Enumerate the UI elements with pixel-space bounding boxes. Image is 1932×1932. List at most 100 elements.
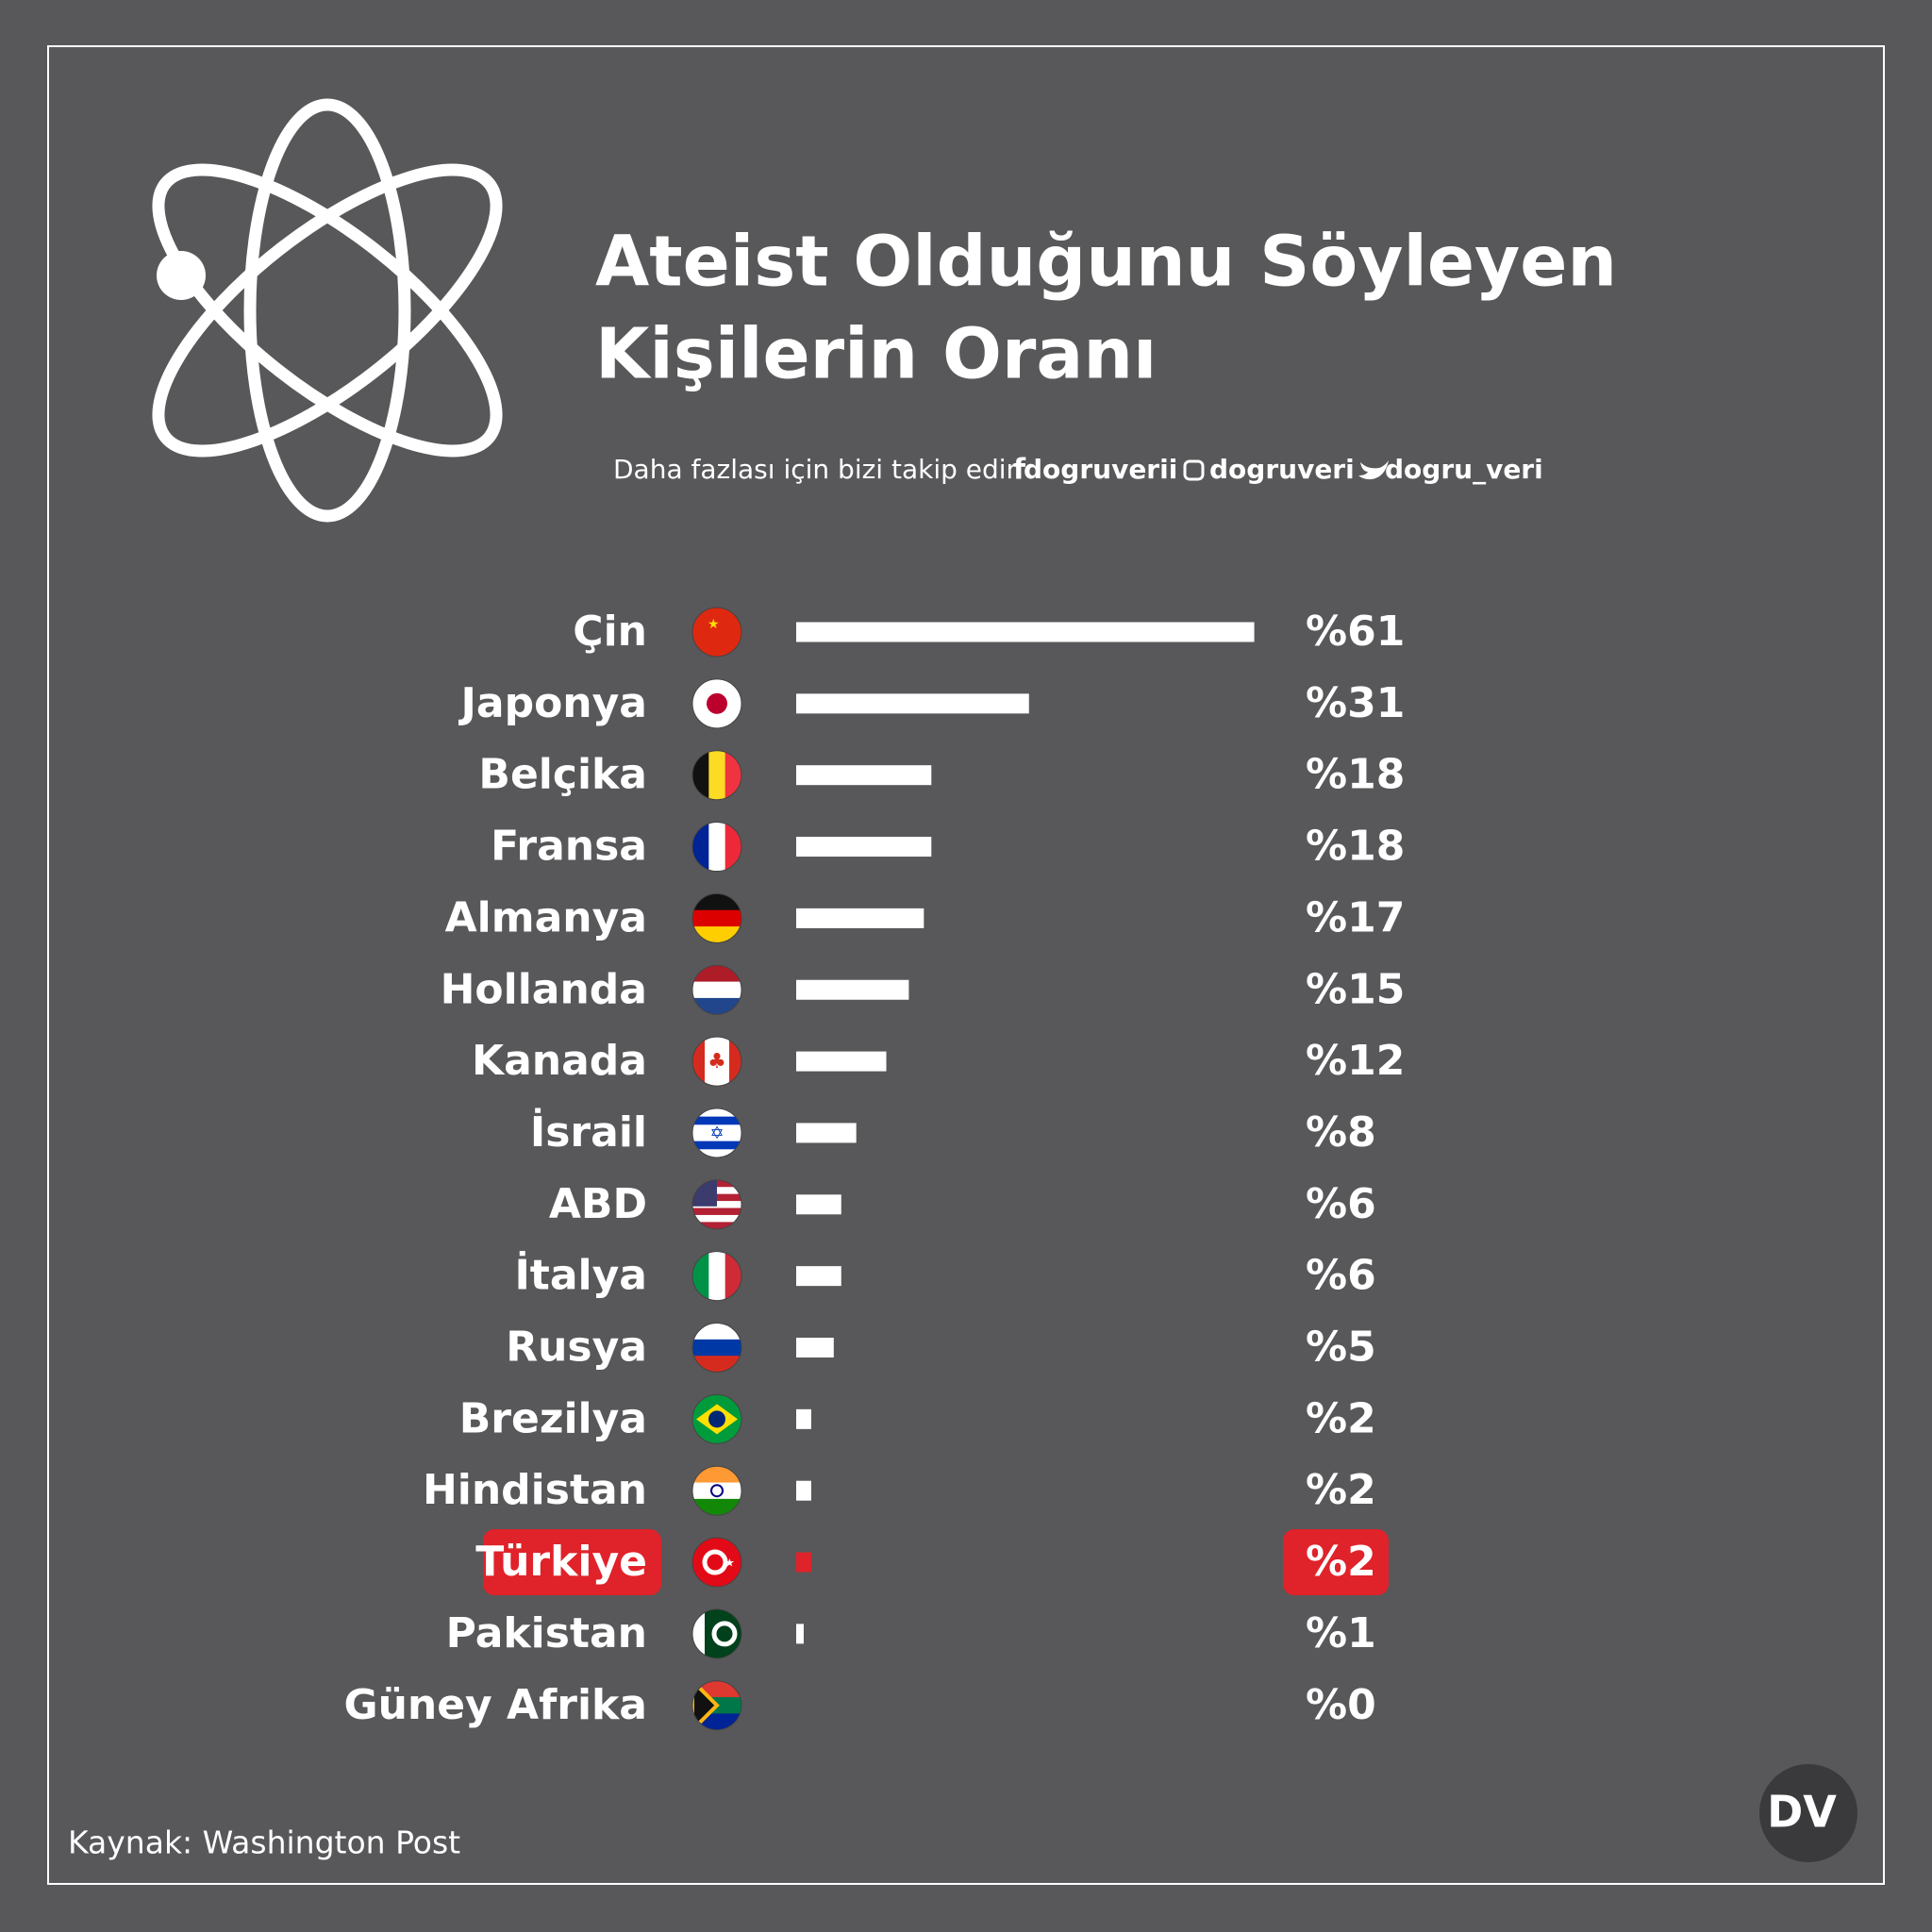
- bar: [796, 1408, 811, 1429]
- category-label: Belçika: [478, 751, 647, 799]
- flag-outline: [691, 607, 742, 658]
- social-handle: dogruveri: [1209, 454, 1355, 485]
- flag-outline: [691, 750, 742, 801]
- flag-stripe: [708, 750, 726, 800]
- flag-stripe: [705, 1608, 718, 1658]
- category-label: Çin: [573, 608, 647, 656]
- logo: DV: [1767, 1787, 1837, 1838]
- flag-outline: [691, 1323, 742, 1373]
- chart-title: Kişilerin Oranı: [595, 314, 1157, 395]
- category-label: Hindistan: [423, 1466, 647, 1514]
- value-label: %17: [1306, 893, 1405, 941]
- flag-stripe: [692, 1208, 741, 1216]
- category-label: ABD: [549, 1180, 647, 1228]
- flag-stripe: [692, 1132, 741, 1142]
- value-label: %0: [1306, 1681, 1376, 1729]
- bar: [796, 1266, 841, 1287]
- bar: [796, 622, 1255, 642]
- flag-outline: [691, 1608, 742, 1659]
- bar: [796, 1338, 834, 1357]
- flag-detail: [710, 1484, 724, 1498]
- value-label: %12: [1306, 1037, 1405, 1085]
- value-label: %18: [1306, 823, 1405, 871]
- flag-stripe: [692, 1108, 741, 1118]
- flag-stripe: [692, 926, 741, 943]
- flag-stripe: [692, 981, 741, 999]
- flag-stripe: [692, 1124, 741, 1134]
- flag-stripe: [692, 909, 741, 927]
- social-handle: dogruverii: [1024, 454, 1177, 485]
- category-label: Brezilya: [459, 1394, 647, 1442]
- bar: [796, 765, 932, 786]
- flag-detail: [692, 1680, 720, 1730]
- flag-stripe: [692, 1141, 741, 1150]
- social-facebook: f: [1013, 454, 1026, 487]
- flag-stripe: [692, 1538, 741, 1588]
- category-label: Kanada: [472, 1037, 647, 1085]
- source: Kaynak: Washington Post: [68, 1824, 460, 1861]
- flag-stripe: [717, 1037, 730, 1087]
- value-label: %61: [1306, 608, 1405, 656]
- flag: [692, 965, 741, 1015]
- atom-icon: [152, 98, 503, 523]
- flag-outline: [691, 1179, 742, 1230]
- bar: [796, 1624, 804, 1644]
- flag-detail: [707, 692, 727, 714]
- value-label: %2: [1306, 1466, 1376, 1514]
- flag-outline: [691, 1251, 742, 1302]
- value-label: %6: [1306, 1252, 1376, 1300]
- bar: [796, 837, 932, 858]
- flag-outline: [691, 892, 742, 943]
- flag-stripe: [692, 1251, 709, 1301]
- flag-detail: [702, 1549, 728, 1575]
- value-label: %15: [1306, 965, 1405, 1013]
- flag-stripe: [692, 1116, 741, 1125]
- frame: [47, 45, 1885, 1885]
- bar: [796, 979, 909, 1000]
- flag-stripe: [724, 750, 741, 800]
- bar: [796, 1051, 887, 1072]
- flag-stripe: [692, 1323, 741, 1341]
- flag-stripe: [692, 1498, 741, 1516]
- flag: [692, 1466, 741, 1516]
- bar: [796, 1194, 841, 1215]
- value-label: %8: [1306, 1108, 1376, 1157]
- bar: [796, 1123, 857, 1143]
- value-label: %5: [1306, 1324, 1376, 1372]
- social-handle: dogru_veri: [1385, 454, 1543, 485]
- value-label: %31: [1306, 679, 1405, 727]
- flag-stripe: [708, 822, 726, 872]
- flag-detail: [708, 1410, 725, 1428]
- flag: [692, 1680, 741, 1730]
- flag: [692, 750, 741, 800]
- flag-stripe: [705, 1037, 718, 1087]
- value-label: %2: [1306, 1538, 1376, 1586]
- social-twitter: [1358, 460, 1389, 480]
- flag-outline: [691, 822, 742, 873]
- value-label: %1: [1306, 1609, 1376, 1657]
- flag: [692, 1251, 741, 1301]
- category-label: Fransa: [491, 823, 647, 871]
- flag-stripe: [724, 1251, 741, 1301]
- flag-stripe: [692, 997, 741, 1015]
- category-label: Türkiye: [475, 1538, 647, 1586]
- value-label: %18: [1306, 751, 1405, 799]
- category-label: Rusya: [506, 1324, 647, 1372]
- highlight-box: [1283, 1529, 1389, 1596]
- flag: ★: [692, 1538, 741, 1588]
- flag: ★: [692, 608, 741, 657]
- highlight-box: [483, 1529, 661, 1596]
- flag-detail: ✡: [709, 1124, 724, 1143]
- category-label: İtalya: [514, 1250, 647, 1300]
- flag-stripe: [708, 1251, 726, 1301]
- social-instagram: [1183, 459, 1205, 481]
- category-label: Hollanda: [441, 965, 647, 1013]
- flag-outline: [691, 964, 742, 1015]
- flag-stripe: [692, 1339, 741, 1357]
- flag-outline: [691, 1680, 742, 1731]
- flag-outline: [691, 1108, 742, 1158]
- flag-outline: [691, 1537, 742, 1588]
- category-label: Pakistan: [446, 1609, 647, 1657]
- bar: [796, 1552, 811, 1573]
